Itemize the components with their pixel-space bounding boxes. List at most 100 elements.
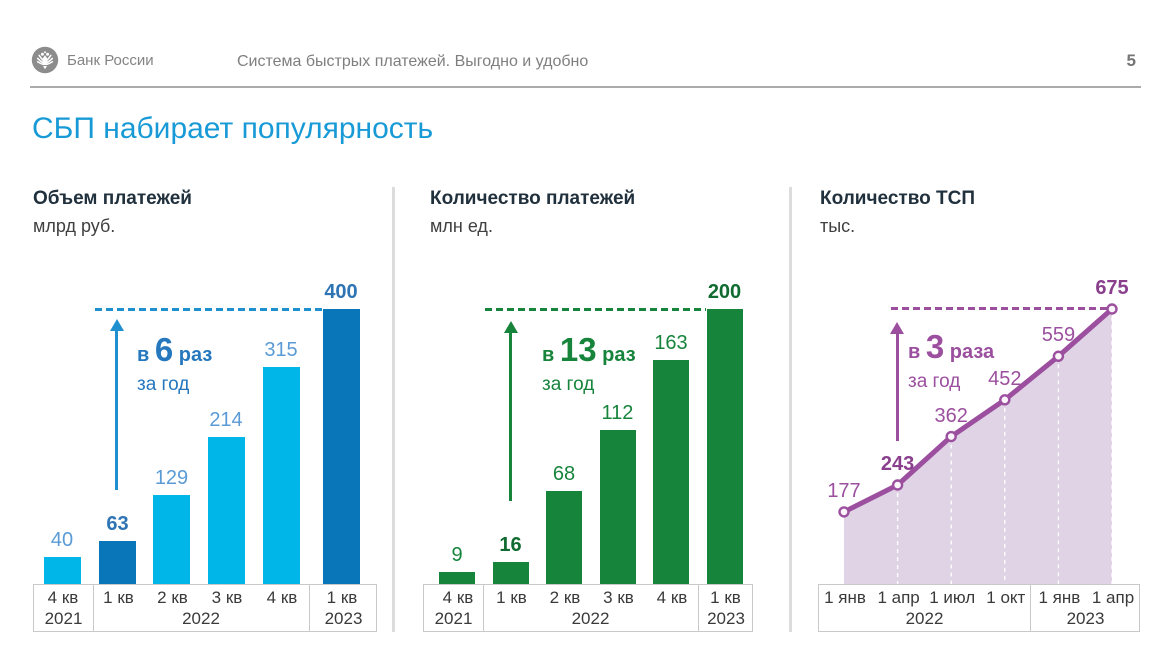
axis-year-label: 2021: [434, 609, 473, 628]
axis-period-label: 1 апр: [877, 588, 920, 607]
growth-arrow-head: [109, 319, 124, 331]
axis-period-label: 1 июл: [929, 588, 976, 607]
bar-value-label: 40: [50, 528, 74, 551]
growth-annotation: в 3 раза за год: [908, 330, 994, 391]
bar: [546, 490, 582, 584]
bar: [492, 562, 529, 584]
bar-value-label: 200: [707, 281, 742, 303]
axis-separator: [1030, 585, 1031, 631]
growth-arrow: [509, 331, 512, 501]
growth-caption: за год: [137, 374, 190, 395]
data-point-marker: [1106, 303, 1118, 315]
header-divider: [30, 86, 1141, 88]
axis-period-label: 1 янв: [1038, 588, 1081, 607]
growth-arrow-head: [890, 322, 904, 334]
bar-value-label: 68: [552, 462, 576, 485]
panel-divider: [789, 187, 792, 632]
bar-value-label: 400: [324, 281, 358, 303]
growth-arrow: [895, 332, 899, 441]
panel-head-count: Количество платежей млн ед.: [430, 188, 635, 237]
chart-title: Количество ТСП: [820, 188, 975, 209]
tsp-line-chart: [838, 303, 1118, 584]
point-value-label: 559: [1041, 324, 1076, 347]
bar: [43, 556, 81, 584]
bar-value-label: 63: [106, 512, 129, 535]
axis-period-label: 3 кв: [211, 588, 243, 607]
axis-separator: [483, 585, 484, 631]
axis-period-label: 4 кв: [47, 588, 79, 607]
axis-period-label: 1 кв: [103, 588, 134, 607]
axis-period-label: 1 апр: [1091, 588, 1135, 607]
axis-year-label: 2021: [44, 609, 83, 628]
bar-value-label: 129: [154, 467, 189, 490]
bar: [322, 309, 360, 584]
growth-caption: за год: [542, 374, 595, 395]
panel-head-tsp: Количество ТСП тыс.: [820, 188, 975, 237]
axis-separator: [698, 585, 699, 631]
axis-period-label: 1 янв: [824, 588, 866, 607]
data-point-marker: [838, 506, 850, 518]
bar-value-label: 16: [499, 534, 522, 556]
target-dashed-line: [485, 308, 706, 311]
axis-period-label: 1 окт: [986, 588, 1026, 607]
growth-multiplier-label: в 3 раза: [908, 328, 995, 365]
axis-separator: [309, 585, 310, 631]
axis-year-label: 2023: [324, 609, 363, 628]
growth-caption: за год: [908, 371, 961, 392]
bar: [207, 436, 245, 584]
page-number: 5: [1126, 51, 1136, 70]
axis-year-label: 2022: [571, 609, 610, 628]
growth-multiplier-label: в 6 раз: [137, 331, 213, 368]
bar-value-label: 9: [451, 543, 463, 566]
axis-period-label: 1 кв: [496, 588, 527, 607]
axis-table: 4 кв 1 кв 2 кв 3 кв 4 кв 1 кв 2021 2022 2023: [423, 584, 753, 632]
bar: [599, 430, 636, 584]
bar: [262, 367, 300, 584]
brand: Банк России: [31, 46, 154, 74]
data-point-marker: [945, 430, 957, 443]
growth-multiplier-label: в 13 раз: [542, 331, 636, 368]
bar: [653, 359, 689, 584]
bar-value-label: 214: [209, 408, 243, 431]
axis-period-label: 2 кв: [549, 588, 581, 607]
bar: [153, 495, 190, 584]
point-value-label: 362: [934, 404, 968, 427]
axis-year-label: 2022: [182, 609, 220, 628]
axis-period-label: 4 кв: [442, 588, 474, 607]
growth-arrow: [115, 329, 118, 490]
chart-title: Объем платежей: [33, 188, 192, 209]
bar-value-label: 112: [601, 402, 634, 424]
point-value-label: 675: [1095, 277, 1129, 299]
bank-of-russia-logo-icon: [31, 46, 59, 74]
document-title: Система быстрых платежей. Выгодно и удоб…: [237, 53, 589, 70]
bar: [439, 571, 475, 584]
bar: [99, 540, 136, 584]
axis-period-label: 4 кв: [656, 588, 688, 607]
axis-period-label: 1 кв: [326, 588, 358, 607]
bar: [706, 309, 743, 584]
slide-title: СБП набирает популярность: [32, 112, 434, 145]
axis-year-label: 2022: [905, 609, 944, 628]
target-dashed-line: [95, 308, 322, 311]
point-value-label: 177: [827, 479, 861, 502]
point-value-label: 243: [880, 453, 915, 475]
axis-year-label: 2023: [707, 609, 745, 628]
axis-period-label: 3 кв: [603, 588, 634, 607]
axis-period-label: 2 кв: [157, 588, 188, 607]
axis-table: 4 кв 1 кв 2 кв 3 кв 4 кв 1 кв 2021 2022 2023: [33, 584, 377, 632]
growth-annotation: в 6 раз за год: [137, 333, 212, 394]
axis-table: 1 янв 1 апр 1 июл 1 окт 1 янв 1 апр 2022 2023: [818, 584, 1140, 632]
axis-period-label: 1 кв: [710, 588, 741, 607]
data-point-marker: [999, 394, 1011, 406]
area-fill: [844, 309, 1112, 584]
axis-year-label: 2023: [1066, 609, 1105, 628]
target-dashed-line: [891, 307, 1112, 310]
growth-arrow-head: [503, 321, 518, 333]
axis-separator: [93, 585, 94, 631]
growth-annotation: в 13 раз за год: [542, 333, 636, 394]
panel-divider: [392, 187, 395, 632]
chart-unit: млрд руб.: [33, 216, 116, 236]
brand-name: Банк России: [67, 51, 154, 69]
data-point-marker: [891, 479, 904, 491]
